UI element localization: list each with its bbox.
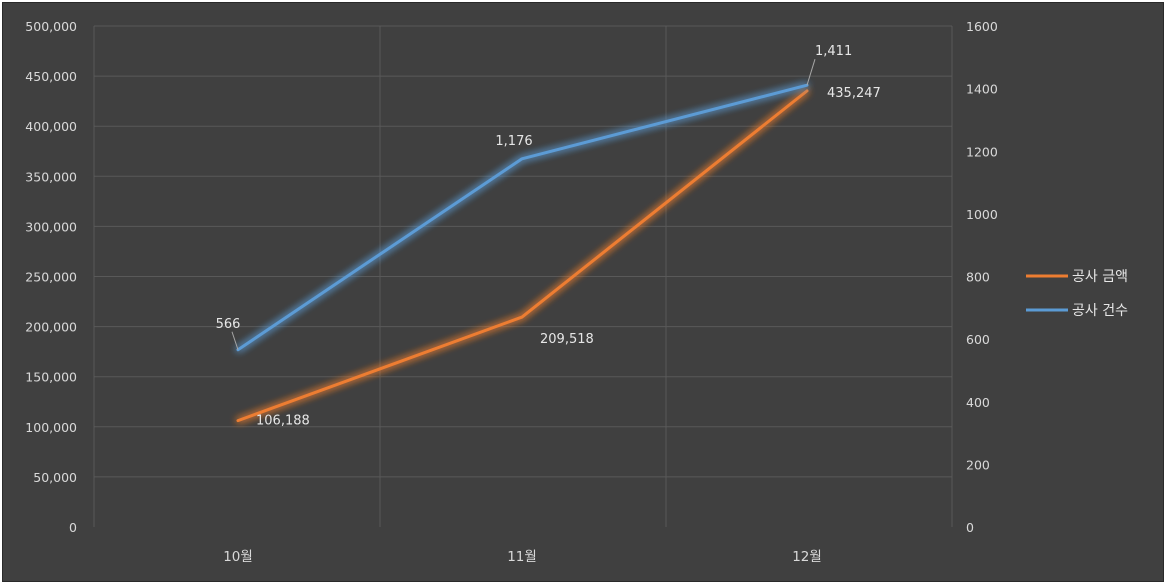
right-axis: 0 200 400 600 800 1000 1200 1400 1600	[966, 19, 998, 535]
x-tick-label: 11월	[507, 549, 537, 565]
label-leader	[806, 59, 816, 86]
left-tick-label: 300,000	[25, 219, 77, 234]
right-tick-label: 1600	[966, 19, 998, 34]
right-tick-label: 400	[966, 395, 990, 410]
left-tick-label: 0	[69, 520, 77, 535]
left-tick-label: 350,000	[25, 169, 77, 184]
right-tick-label: 200	[966, 457, 990, 472]
right-tick-label: 600	[966, 332, 990, 347]
label-leader	[231, 331, 239, 350]
right-tick-label: 800	[966, 270, 990, 285]
left-tick-label: 450,000	[25, 69, 77, 84]
series-line	[236, 89, 809, 423]
legend-label: 공사 건수	[1072, 303, 1128, 319]
data-label: 1,411	[815, 44, 852, 59]
data-label: 566	[216, 317, 241, 332]
left-tick-label: 50,000	[33, 470, 77, 485]
left-axis: 0 50,000 100,000 150,000 200,000 250,000 300,0…	[25, 19, 77, 535]
left-tick-label: 500,000	[25, 19, 77, 34]
data-label: 435,247	[827, 86, 881, 101]
data-label: 1,176	[495, 134, 532, 149]
x-tick-label: 12월	[792, 549, 822, 565]
right-tick-label: 0	[966, 520, 974, 535]
series-group	[236, 83, 809, 423]
data-label: 106,188	[256, 414, 310, 429]
left-tick-label: 150,000	[25, 370, 77, 385]
x-tick-label: 10월	[223, 549, 253, 565]
left-tick-label: 400,000	[25, 119, 77, 134]
gridlines	[93, 25, 953, 527]
right-tick-label: 1200	[966, 144, 998, 159]
series-line	[236, 83, 809, 352]
left-tick-label: 200,000	[25, 320, 77, 335]
right-tick-label: 1000	[966, 207, 998, 222]
data-label: 209,518	[540, 332, 594, 347]
left-tick-label: 100,000	[25, 420, 77, 435]
left-tick-label: 250,000	[25, 270, 77, 285]
data-labels: 106,188 209,518 435,247 566 1,176 1,411	[216, 44, 881, 428]
x-axis: 10월 11월 12월	[223, 549, 822, 565]
right-tick-label: 1400	[966, 82, 998, 97]
legend-label: 공사 금액	[1072, 269, 1128, 285]
